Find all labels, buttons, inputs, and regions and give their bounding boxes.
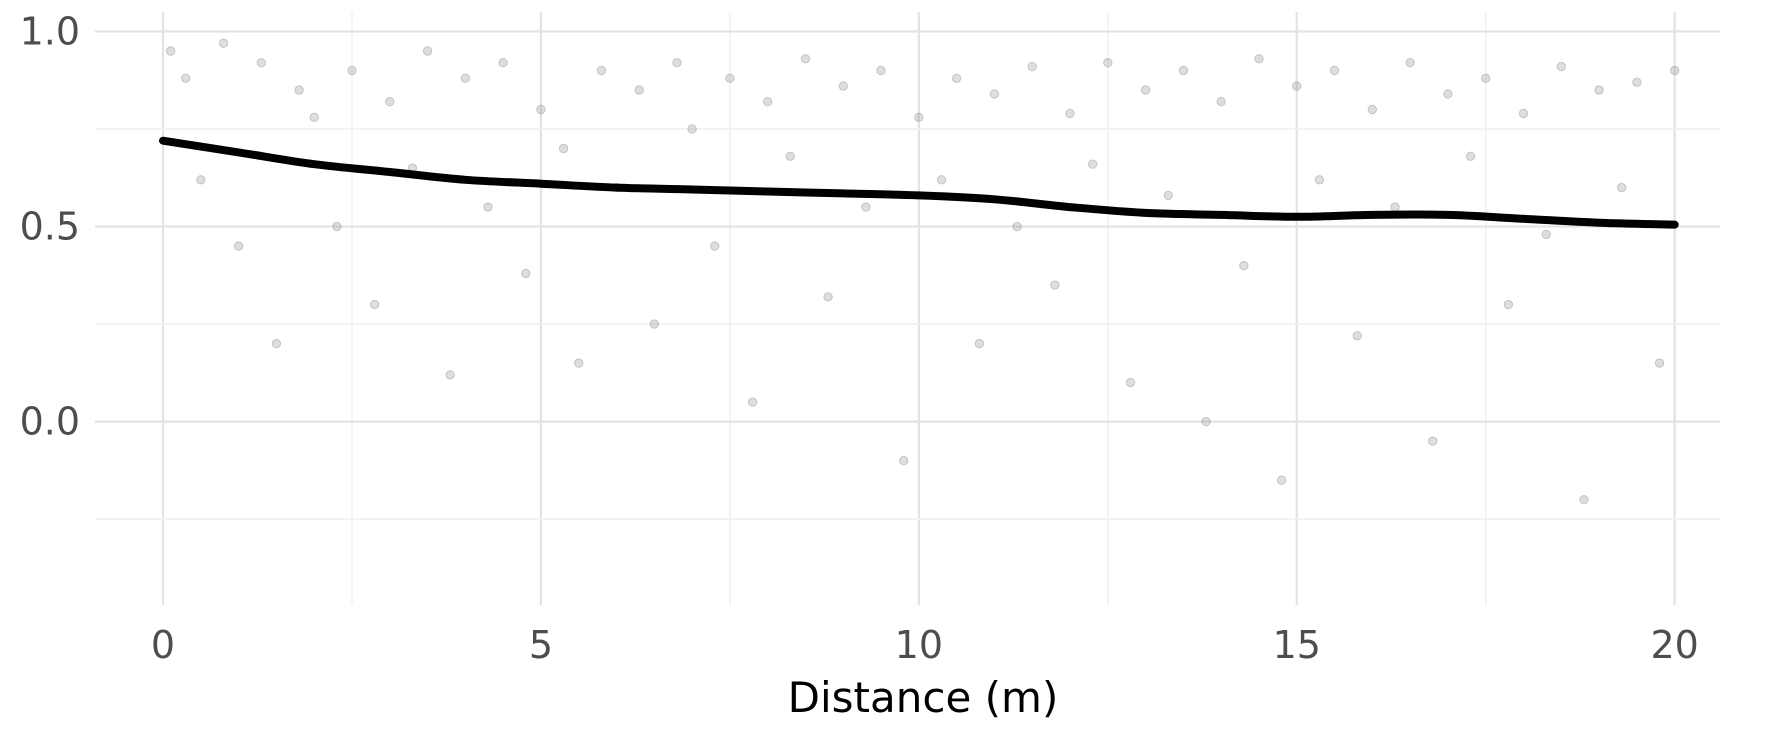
scatter-point — [1632, 77, 1642, 87]
scatter-point — [181, 73, 191, 84]
scatter-point — [1201, 416, 1211, 427]
scatter-point — [1405, 58, 1415, 68]
scatter-point — [1465, 151, 1476, 162]
scatter-point — [823, 292, 833, 302]
scatter-point — [521, 268, 531, 279]
scatter-point — [1103, 58, 1113, 68]
scatter-point — [1125, 377, 1136, 388]
scatter-points — [165, 38, 1680, 505]
scatter-point — [1216, 97, 1226, 107]
scatter-point — [672, 58, 682, 68]
gridlines — [95, 12, 1720, 605]
scatter-point — [1065, 108, 1075, 119]
scatter-point — [422, 46, 433, 56]
scatter-point — [1481, 73, 1491, 84]
scatter-point — [558, 143, 569, 154]
scatter-point — [838, 81, 848, 91]
scatter-point — [445, 370, 455, 380]
scatter-point — [347, 65, 357, 76]
scatter-point — [574, 358, 584, 368]
scatter-point — [899, 456, 909, 466]
scatter-point — [1352, 331, 1362, 341]
scatter-point — [460, 73, 470, 84]
scatter-point — [385, 97, 395, 107]
x-tick-label: 10 — [895, 623, 943, 667]
scatter-point — [1329, 65, 1340, 76]
scatter-point — [725, 73, 735, 84]
scatter-point — [1140, 85, 1151, 95]
scatter-point — [1292, 81, 1302, 91]
trend-line — [159, 136, 1679, 229]
scatter-point — [1556, 61, 1567, 72]
scatter-point — [1443, 89, 1453, 99]
scatter-point — [196, 175, 206, 185]
smooth-trend-line — [159, 136, 1679, 229]
scatter-point — [974, 338, 984, 349]
scatter-point — [1594, 85, 1604, 95]
y-tick-label: 1.0 — [20, 10, 80, 54]
scatter-point — [536, 104, 546, 115]
scatter-point — [596, 65, 607, 76]
scatter-point — [1088, 159, 1098, 169]
x-tick-label: 20 — [1650, 623, 1698, 667]
scatter-point — [332, 221, 342, 232]
scatter-point — [1654, 358, 1665, 368]
scatter-point — [951, 73, 962, 84]
scatter-point — [634, 85, 644, 95]
axis-tick-labels: 0 5 10 15 20 0.0 0.5 1.0 — [20, 10, 1699, 667]
scatter-point — [1027, 61, 1037, 72]
x-tick-label: 0 — [151, 623, 175, 667]
scatter-point — [861, 202, 871, 212]
scatter-point — [1428, 436, 1438, 446]
scatter-point — [256, 58, 266, 68]
scatter-point — [1314, 175, 1325, 185]
scatter-point — [763, 97, 773, 107]
scatter-point — [165, 46, 176, 56]
scatter-point — [483, 202, 493, 212]
y-tick-label: 0.5 — [20, 205, 80, 249]
scatter-point — [1367, 104, 1378, 115]
scatter-point — [785, 151, 795, 162]
scatter-point — [1239, 260, 1249, 271]
scatter-point — [649, 319, 659, 329]
scatter-point — [800, 54, 811, 64]
x-axis-title: Distance (m) — [788, 673, 1059, 722]
scatter-point — [1518, 108, 1529, 119]
scatter-point — [747, 397, 758, 407]
scatter-point — [498, 58, 508, 68]
scatter-point — [1541, 229, 1551, 240]
x-tick-label: 15 — [1273, 623, 1321, 667]
scatter-point — [876, 65, 886, 76]
scatter-point — [710, 241, 720, 251]
scatter-point — [1390, 202, 1400, 212]
scatter-point — [370, 299, 380, 310]
scatter-point — [294, 85, 304, 95]
scatter-point — [271, 338, 282, 349]
scatter-point — [218, 38, 229, 48]
scatter-point — [1163, 190, 1174, 201]
scatter-point — [1670, 65, 1680, 76]
x-tick-label: 5 — [529, 623, 553, 667]
scatter-point — [1617, 182, 1627, 193]
y-tick-label: 0.0 — [20, 400, 80, 444]
scatter-point — [1579, 495, 1589, 505]
scatter-point — [914, 112, 924, 123]
scatter-point — [936, 175, 947, 185]
scatter-point — [687, 124, 697, 134]
scatter-point — [989, 89, 1000, 99]
scatter-point — [1012, 221, 1022, 232]
scatter-point — [1503, 299, 1514, 310]
scatter-point — [1276, 475, 1287, 485]
scatter-point — [309, 112, 319, 123]
scatter-point — [1050, 280, 1060, 290]
scatter-point — [1178, 65, 1189, 76]
scatter-point — [1254, 54, 1264, 64]
scatter-point — [233, 241, 244, 251]
